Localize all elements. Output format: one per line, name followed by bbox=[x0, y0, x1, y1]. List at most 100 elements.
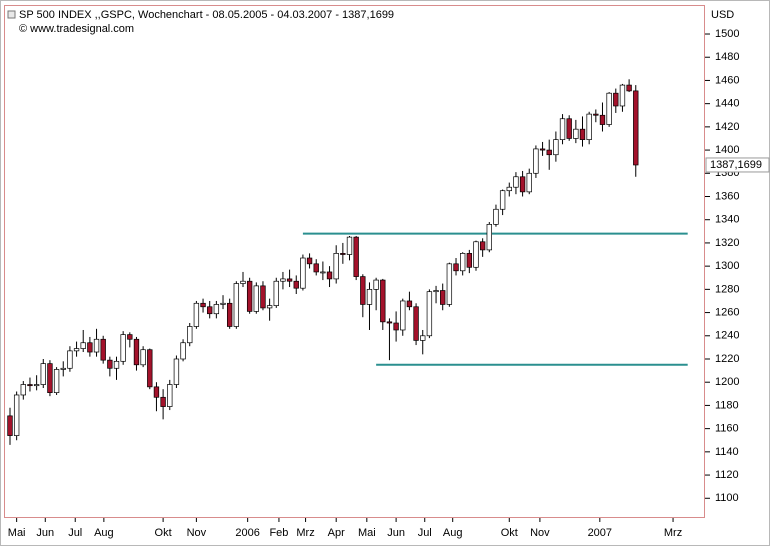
candle-body bbox=[619, 84, 626, 107]
x-tick-label: Okt bbox=[155, 527, 172, 539]
y-tick-label: 1360 bbox=[715, 190, 739, 202]
x-tick-label: Mai bbox=[8, 527, 26, 539]
candle-body bbox=[306, 257, 313, 265]
candle-body bbox=[559, 118, 566, 140]
y-tick-label: 1480 bbox=[715, 51, 739, 63]
candle-body bbox=[147, 349, 153, 388]
y-tick-label: 1500 bbox=[715, 28, 739, 40]
x-tick-label: Mrz bbox=[664, 527, 682, 539]
candle-body bbox=[187, 326, 193, 344]
last-price-box bbox=[705, 157, 770, 173]
y-tick-label: 1240 bbox=[715, 330, 739, 342]
x-tick-label: 2006 bbox=[235, 527, 259, 539]
candle-body bbox=[107, 359, 113, 369]
candle-body bbox=[67, 350, 73, 369]
last-price-label: 1387,1699 bbox=[710, 159, 762, 171]
candle-body bbox=[633, 90, 639, 166]
y-tick-label: 1100 bbox=[715, 492, 739, 504]
candle-body bbox=[120, 334, 126, 362]
x-tick-label: 2007 bbox=[588, 527, 612, 539]
candle-body bbox=[486, 224, 492, 251]
x-tick-label: Mrz bbox=[296, 527, 314, 539]
candle-body bbox=[499, 190, 506, 210]
candle-body bbox=[406, 300, 413, 308]
candle-body bbox=[473, 241, 479, 268]
candle-body bbox=[573, 128, 579, 139]
candle-body bbox=[420, 335, 426, 341]
x-tick-label: Aug bbox=[94, 527, 114, 539]
candle-body bbox=[286, 278, 293, 282]
x-tick-label: Feb bbox=[269, 527, 288, 539]
candle-body bbox=[27, 384, 33, 387]
candle-body bbox=[240, 280, 246, 284]
candle-body bbox=[586, 113, 592, 140]
y-tick-label: 1140 bbox=[715, 446, 739, 458]
candle-body bbox=[53, 369, 60, 394]
candle-body bbox=[446, 263, 453, 305]
candle-body bbox=[613, 92, 619, 107]
y-tick-label: 1180 bbox=[715, 399, 739, 411]
candle-body bbox=[606, 92, 612, 125]
y-tick-label: 1260 bbox=[715, 306, 739, 318]
candle-body bbox=[566, 118, 572, 139]
candle-body bbox=[213, 304, 220, 315]
candle-body bbox=[200, 302, 206, 308]
candle-body bbox=[553, 139, 559, 156]
candle-body bbox=[113, 360, 120, 369]
candle-body bbox=[226, 302, 233, 327]
x-tick-label: Jun bbox=[36, 527, 54, 539]
y-tick-label: 1160 bbox=[715, 423, 739, 435]
candle-body bbox=[506, 186, 512, 192]
candle-body bbox=[160, 396, 166, 407]
x-tick-label: Jun bbox=[387, 527, 405, 539]
candle-body bbox=[519, 176, 526, 193]
candle-body bbox=[453, 263, 459, 272]
candle-body bbox=[599, 114, 606, 125]
candle-body bbox=[353, 236, 359, 277]
candle-body bbox=[280, 278, 286, 282]
y-tick-label: 1200 bbox=[715, 376, 739, 388]
y-tick-label: 1400 bbox=[715, 144, 739, 156]
candle-body bbox=[300, 257, 306, 289]
candle-body bbox=[173, 358, 180, 385]
candle-body bbox=[526, 172, 532, 193]
candle-body bbox=[413, 306, 419, 341]
candle-body bbox=[127, 334, 133, 340]
candle-body bbox=[326, 271, 333, 280]
candle-body bbox=[493, 208, 499, 225]
candle-body bbox=[393, 322, 399, 331]
y-tick-label: 1340 bbox=[715, 214, 739, 226]
candle-body bbox=[386, 321, 393, 324]
candle-body bbox=[466, 253, 473, 268]
y-tick-label: 1300 bbox=[715, 260, 739, 272]
x-tick-label: Mai bbox=[358, 527, 376, 539]
candle-body bbox=[87, 342, 93, 353]
candle-body bbox=[533, 148, 539, 174]
x-tick-label: Apr bbox=[328, 527, 345, 539]
candle-body bbox=[546, 149, 552, 156]
candle-body bbox=[400, 300, 406, 331]
candle-body bbox=[433, 290, 439, 293]
candle-body bbox=[253, 285, 259, 312]
candle-body bbox=[100, 338, 106, 361]
candle-body bbox=[479, 241, 486, 251]
candle-body bbox=[539, 148, 546, 151]
x-tick-label: Okt bbox=[501, 527, 518, 539]
y-tick-label: 1460 bbox=[715, 74, 739, 86]
candle-body bbox=[7, 415, 13, 436]
candle-body bbox=[579, 128, 586, 140]
candle-body bbox=[293, 280, 299, 289]
candle-body bbox=[13, 394, 20, 436]
candle-body bbox=[340, 253, 346, 255]
candle-body bbox=[80, 342, 86, 349]
candle-body bbox=[373, 279, 379, 290]
candle-body bbox=[167, 384, 173, 407]
x-tick-label: Aug bbox=[443, 527, 463, 539]
candle-body bbox=[260, 285, 266, 309]
y-tick-label: 1220 bbox=[715, 353, 739, 365]
candle-body bbox=[47, 363, 53, 394]
chart-subtitle: © www.tradesignal.com bbox=[19, 23, 134, 35]
candle-body bbox=[20, 384, 26, 396]
x-tick-label: Nov bbox=[187, 527, 207, 539]
